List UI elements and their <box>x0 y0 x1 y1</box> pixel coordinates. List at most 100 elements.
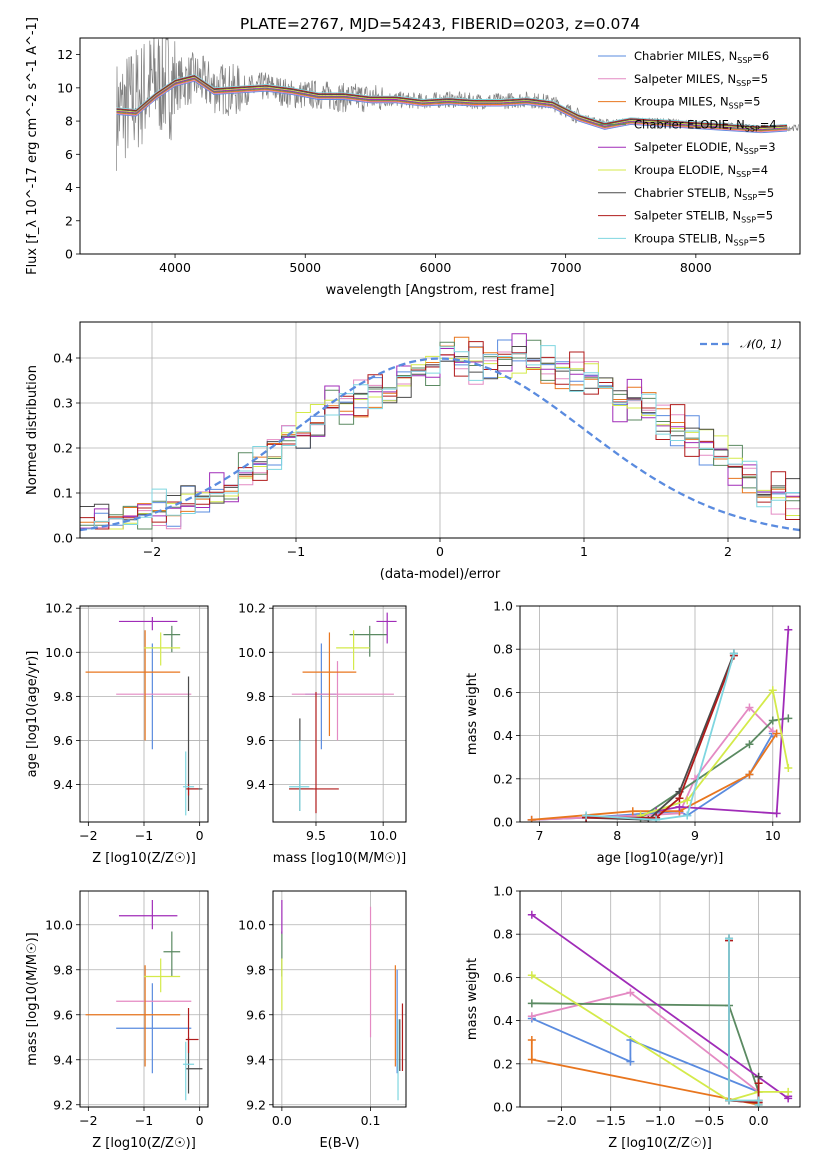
weight-marker-salpeter_elodie <box>675 802 684 811</box>
legend-normal-label: 𝒩(0, 1) <box>740 337 782 351</box>
y-tick-label: 12 <box>57 47 73 62</box>
model-line-salpeter_miles <box>116 79 788 133</box>
y-axis-label: mass [log10(M/M☉)] <box>25 932 40 1065</box>
x-axis-label: Z [log10(Z/Z☉)] <box>92 1136 196 1151</box>
chart-weight_vs_Z: −2.0 −1.5 −1.0 −0.5 0.0 0.0 0.2 0.4 0.6 0.8 1.0 Z [… <box>465 884 801 1151</box>
y-tick-label: 0.4 <box>53 351 73 366</box>
axes-frame <box>79 37 801 255</box>
model-line-kroupa_miles <box>116 79 788 132</box>
x-tick-label: −1 <box>135 828 153 843</box>
y-tick-label: 9.6 <box>246 733 266 748</box>
weight-marker-chabrier_elodie <box>784 714 793 723</box>
y-tick-label: 9.8 <box>246 962 266 977</box>
y-tick-label: 0.2 <box>493 1056 513 1071</box>
y-axis-label: Normed distribution <box>25 365 40 495</box>
x-tick-label: 10.0 <box>369 828 397 843</box>
y-tick-label: 10.2 <box>45 601 73 616</box>
y-tick-label: 9.6 <box>246 1007 266 1022</box>
x-axis-label: wavelength [Angstrom, rest frame] <box>326 283 555 298</box>
x-tick-label: −1.0 <box>645 1113 675 1128</box>
weight-line-chabrier_miles <box>531 1017 760 1101</box>
x-tick-label: 8 <box>613 828 621 843</box>
weight-line-chabrier_elodie <box>640 717 789 819</box>
weight-marker-kroupa_stelib <box>729 649 738 658</box>
y-tick-label: 10.2 <box>238 601 266 616</box>
plot-area <box>85 900 203 1101</box>
x-tick-label: 1 <box>580 544 588 559</box>
y-tick-label: 9.4 <box>53 777 73 792</box>
weight-marker-kroupa_elodie <box>768 686 777 695</box>
model-line-kroupa_elodie <box>116 76 788 130</box>
x-tick-label: 10 <box>765 828 781 843</box>
weight-marker-salpeter_elodie <box>772 809 781 818</box>
y-tick-label: 0.0 <box>493 1100 513 1115</box>
weight-marker-kroupa_miles <box>527 1055 536 1064</box>
model-line-salpeter_elodie <box>116 77 788 130</box>
weight-marker-salpeter_stelib <box>675 794 684 803</box>
model-line-salpeter_stelib <box>116 74 788 128</box>
grid-lines <box>273 891 406 1107</box>
y-tick-label: 9.8 <box>53 962 73 977</box>
y-tick-label: 9.4 <box>246 777 266 792</box>
y-tick-label: 4 <box>65 180 73 195</box>
y-axis-label: Flux [f_λ 10^-17 erg cm^-2 s^-1 A^-1] <box>25 17 40 275</box>
chart-age_vs_Z: −2 −1 0 9.4 9.6 9.8 10.0 10.2 Z [log10(Z/Z☉)] age… <box>25 601 209 866</box>
weight-marker-kroupa_elodie <box>784 1087 793 1096</box>
weight-line-chabrier_miles <box>531 732 774 821</box>
histogram-step-kroupa_miles <box>80 336 800 523</box>
histogram-step-kroupa_stelib <box>80 345 800 530</box>
y-tick-label: 10.0 <box>238 917 266 932</box>
y-tick-label: 0.0 <box>493 815 513 830</box>
weight-marker-chabrier_elodie <box>768 716 777 725</box>
weight-marker-salpeter_stelib <box>754 1079 763 1088</box>
x-tick-label: −1 <box>135 1113 153 1128</box>
weight-marker-kroupa_stelib <box>725 1096 734 1105</box>
y-tick-label: 9.2 <box>246 1097 266 1112</box>
x-tick-label: −2.0 <box>546 1113 576 1128</box>
weight-marker-salpeter_elodie <box>784 625 793 634</box>
x-axis-label: Z [log10(Z/Z☉)] <box>92 851 196 866</box>
histogram-step-salpeter_stelib <box>80 341 800 530</box>
y-tick-label: 1.0 <box>493 884 513 899</box>
weight-marker-kroupa_stelib <box>582 811 591 820</box>
axes-frame <box>519 605 801 823</box>
legend-label-chabrier_miles: Chabrier MILES, NSSP=6 <box>634 49 769 65</box>
x-tick-label: 0 <box>196 828 204 843</box>
axes-frame <box>272 890 407 1108</box>
y-tick-label: 10.0 <box>45 917 73 932</box>
weight-marker-kroupa_elodie <box>784 764 793 772</box>
plot-area <box>281 900 404 1101</box>
weight-marker-kroupa_stelib <box>683 811 692 820</box>
x-tick-label: 0 <box>196 1113 204 1128</box>
weight-marker-salpeter_miles <box>527 1012 536 1021</box>
x-tick-label: 0.1 <box>361 1113 381 1128</box>
weight-line-kroupa_miles <box>530 1040 760 1106</box>
chart-age_vs_mass: 9.5 10.0 9.4 9.6 9.8 10.0 10.2 mass [log10(M/M☉… <box>238 601 407 866</box>
plot-area <box>527 625 793 822</box>
chart-weight_vs_age: 7 8 9 10 0.0 0.2 0.4 0.6 0.8 1.0 age [log10(age/yr… <box>465 599 801 866</box>
y-tick-label: 2 <box>65 213 73 228</box>
weight-line-kroupa_elodie <box>531 974 789 1102</box>
model-line-kroupa_stelib <box>116 74 788 127</box>
weight-marker-kroupa_stelib <box>754 1100 763 1107</box>
y-tick-label: 0.0 <box>53 531 73 546</box>
x-tick-label: 8000 <box>680 260 712 275</box>
x-tick-label: −2 <box>79 1113 97 1128</box>
y-tick-label: 9.6 <box>53 1007 73 1022</box>
plot-area <box>527 910 793 1107</box>
legend-label-salpeter_stelib: Salpeter STELIB, NSSP=5 <box>634 209 773 225</box>
y-tick-label: 0.8 <box>493 642 513 657</box>
y-tick-label: 0.2 <box>53 441 73 456</box>
weight-marker-kroupa_elodie <box>683 796 692 805</box>
y-tick-label: 9.8 <box>53 689 73 704</box>
plot-area <box>116 38 800 171</box>
y-tick-label: 0.6 <box>493 685 513 700</box>
chart-residuals: 𝒩(0, 1) −2 −1 0 1 2 0.0 0.1 0.2 0.3 0.4 (data-model… <box>25 321 801 582</box>
legend-label-kroupa_elodie: Kroupa ELODIE, NSSP=4 <box>634 163 768 179</box>
legend-label-chabrier_stelib: Chabrier STELIB, NSSP=5 <box>634 186 774 202</box>
chart-mass_vs_ebv: 0.0 0.1 9.2 9.4 9.6 9.8 10.0 E(B-V) <box>238 890 407 1151</box>
y-axis-label: age [log10(age/yr)] <box>25 651 40 778</box>
y-tick-label: 0.1 <box>53 486 73 501</box>
weight-marker-kroupa_miles <box>527 815 536 822</box>
